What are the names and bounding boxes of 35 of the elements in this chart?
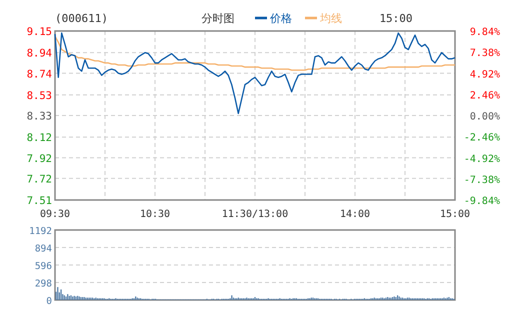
y-tick-label: 8.33 bbox=[26, 110, 52, 122]
y2-tick-label: 4.92% bbox=[470, 69, 500, 80]
y2-tick-label: -9.84% bbox=[464, 196, 500, 207]
y-tick-label: 7.92 bbox=[26, 152, 52, 165]
y-tick-label: 298 bbox=[34, 278, 52, 290]
legend-label: 价格 bbox=[269, 12, 292, 25]
y-tick-label: 7.72 bbox=[26, 173, 52, 186]
y2-tick-label: -2.46% bbox=[464, 132, 500, 144]
y-tick-label: 7.51 bbox=[26, 195, 52, 207]
y-tick-label: 8.12 bbox=[26, 132, 52, 144]
y2-tick-label: 2.46% bbox=[470, 90, 500, 102]
y-tick-label: 596 bbox=[34, 261, 52, 272]
y2-tick-label: 9.84% bbox=[470, 27, 500, 38]
y-tick-label: 0 bbox=[46, 296, 52, 307]
y-tick-label: 8.74 bbox=[26, 68, 52, 80]
y-tick-label: 1192 bbox=[29, 226, 52, 237]
y-tick-label: 9.15 bbox=[26, 26, 52, 38]
text: 15:00 bbox=[379, 12, 413, 25]
legend-label: 均线 bbox=[319, 12, 342, 25]
x-tick-label: 09:30 bbox=[40, 209, 70, 220]
y-tick-label: 8.53 bbox=[26, 90, 52, 102]
y-tick-label: 894 bbox=[34, 244, 52, 254]
line-series bbox=[54, 36, 456, 71]
x-tick-label: 15:00 bbox=[440, 209, 470, 220]
line-series bbox=[54, 32, 456, 114]
x-tick-label: 11:30/13:00 bbox=[222, 209, 288, 220]
y2-tick-label: -7.38% bbox=[464, 174, 500, 186]
x-tick-label: 14:00 bbox=[340, 209, 370, 220]
y-tick-label: 8.94 bbox=[26, 48, 52, 60]
chart-subtitle: 分时图 bbox=[202, 12, 234, 25]
y2-tick-label: 7.38% bbox=[470, 48, 500, 60]
chart-title: (000611) bbox=[55, 12, 108, 25]
x-tick-label: 10:30 bbox=[140, 209, 170, 220]
y2-tick-label: 0.00% bbox=[470, 112, 500, 122]
y2-tick-label: -4.92% bbox=[464, 154, 500, 165]
